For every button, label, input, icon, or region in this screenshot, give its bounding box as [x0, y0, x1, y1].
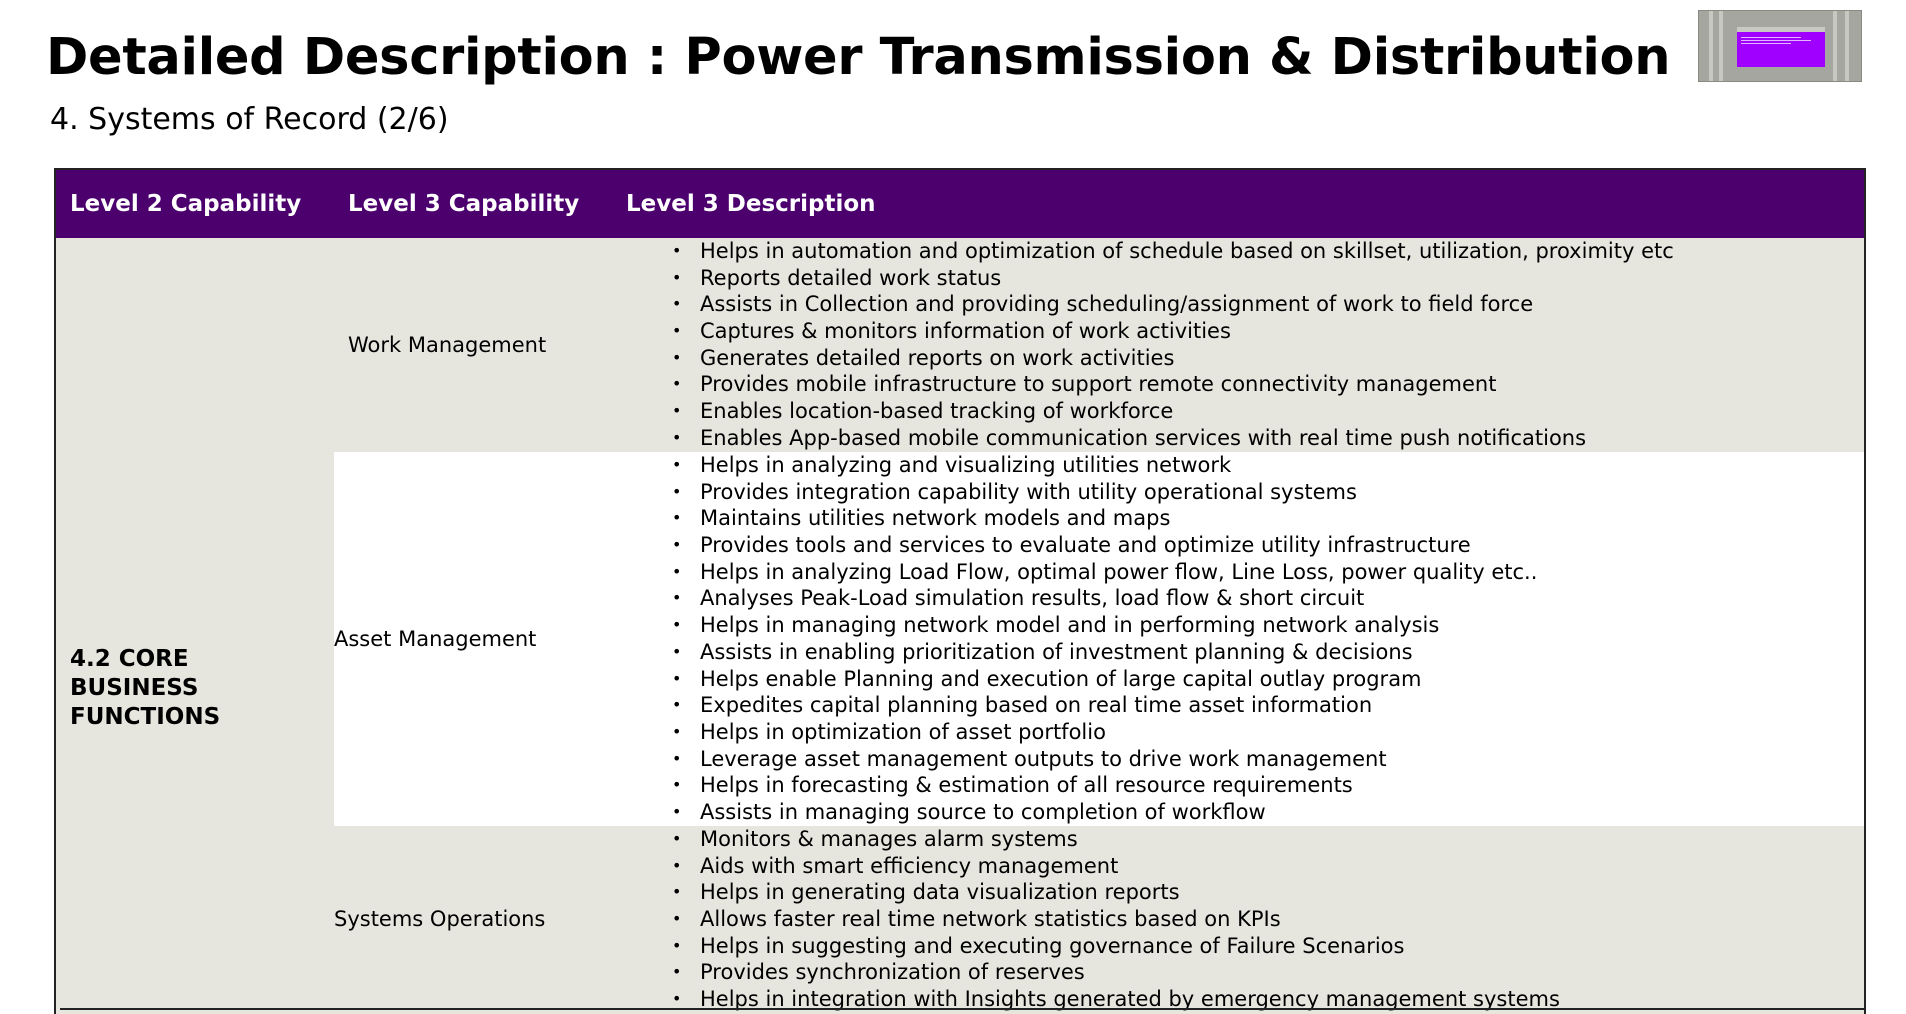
table-bottom-border	[60, 1008, 1866, 1010]
description-item: Monitors & manages alarm systems	[672, 826, 1560, 853]
description-item: Generates detailed reports on work activ…	[672, 345, 1674, 372]
thumbnail-preview	[1737, 27, 1825, 67]
description-item: Helps in managing network model and in p…	[672, 612, 1537, 639]
description-item: Helps in integration with Insights gener…	[672, 986, 1560, 1013]
description-item: Helps in forecasting & estimation of all…	[672, 772, 1537, 799]
description-item: Provides integration capability with uti…	[672, 479, 1537, 506]
thumbnail-text-line	[1741, 37, 1801, 38]
description-item: Helps in generating data visualization r…	[672, 879, 1560, 906]
description-item: Allows faster real time network statisti…	[672, 906, 1560, 933]
description-item: Reports detailed work status	[672, 265, 1674, 292]
description-list: Helps in analyzing and visualizing utili…	[672, 452, 1537, 826]
thumbnail-text-line	[1741, 43, 1791, 44]
description-item: Provides mobile infrastructure to suppor…	[672, 371, 1674, 398]
thumbnail-strip	[1709, 11, 1713, 81]
page-title: Detailed Description : Power Transmissio…	[46, 28, 1671, 87]
level2-cell: 4.2 CORE BUSINESS FUNCTIONS	[56, 238, 334, 1014]
description-item: Helps in analyzing and visualizing utili…	[672, 452, 1537, 479]
level3-capability-label: Asset Management	[334, 627, 537, 651]
description-item: Maintains utilities network models and m…	[672, 505, 1537, 532]
row-asset-management: Asset Management Helps in analyzing and …	[334, 452, 1864, 826]
thumbnail-text-line	[1741, 40, 1811, 41]
page-subtitle: 4. Systems of Record (2/6)	[50, 102, 449, 137]
header-level2-capability: Level 2 Capability	[70, 191, 302, 217]
description-item: Helps in optimization of asset portfolio	[672, 719, 1537, 746]
table-header: Level 2 Capability Level 3 Capability Le…	[56, 170, 1864, 238]
description-list: Helps in automation and optimization of …	[672, 238, 1674, 452]
row-work-management: Work Management Helps in automation and …	[334, 238, 1864, 452]
description-item: Helps in suggesting and executing govern…	[672, 933, 1560, 960]
description-item: Analyses Peak-Load simulation results, l…	[672, 585, 1537, 612]
description-item: Leverage asset management outputs to dri…	[672, 746, 1537, 773]
description-item: Assists in enabling prioritization of in…	[672, 639, 1537, 666]
description-item: Captures & monitors information of work …	[672, 318, 1674, 345]
level3-capability-label: Systems Operations	[334, 907, 546, 931]
description-item: Expedites capital planning based on real…	[672, 692, 1537, 719]
description-item: Aids with smart efficiency management	[672, 853, 1560, 880]
description-list: Monitors & manages alarm systems Aids wi…	[672, 826, 1560, 1013]
header-level3-description: Level 3 Description	[626, 191, 876, 217]
description-item: Enables App-based mobile communication s…	[672, 425, 1674, 452]
thumbnail-strip	[1833, 11, 1837, 81]
description-item: Enables location-based tracking of workf…	[672, 398, 1674, 425]
description-item: Assists in managing source to completion…	[672, 799, 1537, 826]
description-item: Provides synchronization of reserves	[672, 959, 1560, 986]
thumbnail-strip	[1719, 11, 1723, 81]
capability-table: Level 2 Capability Level 3 Capability Le…	[54, 168, 1866, 1014]
description-item: Helps enable Planning and execution of l…	[672, 666, 1537, 693]
description-item: Assists in Collection and providing sche…	[672, 291, 1674, 318]
row-systems-operations: Systems Operations Monitors & manages al…	[334, 826, 1864, 1014]
description-item: Helps in analyzing Load Flow, optimal po…	[672, 559, 1537, 586]
level3-capability-label: Work Management	[348, 333, 547, 357]
header-level3-capability: Level 3 Capability	[348, 191, 580, 217]
thumbnail-strip	[1845, 11, 1849, 81]
level2-capability-label: 4.2 CORE BUSINESS FUNCTIONS	[70, 646, 221, 730]
description-item: Helps in automation and optimization of …	[672, 238, 1674, 265]
slide-thumbnail[interactable]	[1698, 10, 1862, 82]
description-item: Provides tools and services to evaluate …	[672, 532, 1537, 559]
